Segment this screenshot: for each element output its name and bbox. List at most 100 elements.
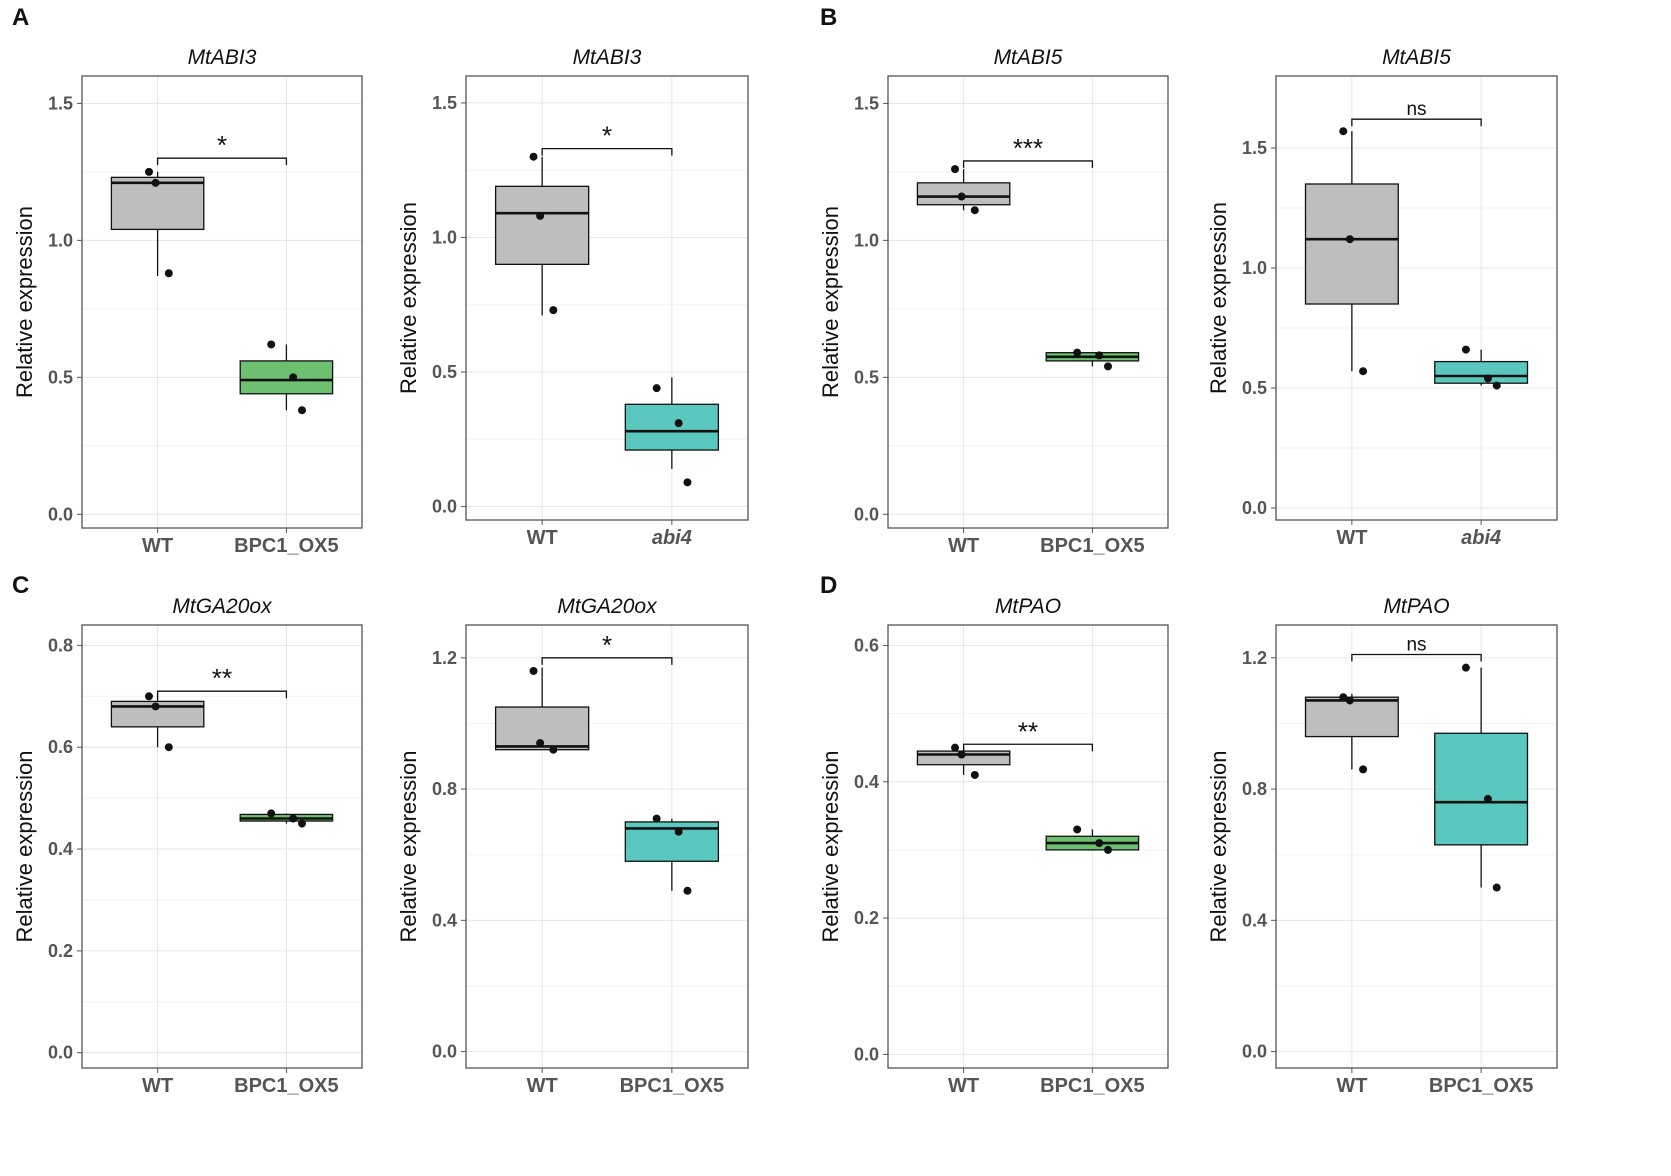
data-point [951,165,959,174]
y-tick-label: 1.5 [48,93,73,113]
significance-label: ** [1018,716,1038,746]
x-tick-label: BPC1_OX5 [234,535,339,557]
y-tick-label: 0.0 [432,497,457,517]
y-tick-label: 0.0 [854,504,879,524]
data-point [145,167,153,176]
y-axis-label: Relative expression [1206,751,1231,943]
x-tick-label: abi4 [1461,527,1501,549]
data-point [151,702,160,711]
chart-title: MtABI3 [573,46,642,69]
y-tick-label: 0.5 [432,362,457,382]
plot-frame [81,75,363,529]
data-point [951,743,959,752]
y-tick-label: 1.5 [432,93,457,113]
data-point [267,340,276,349]
x-tick-label: BPC1_OX5 [1429,1075,1534,1097]
y-axis-label: Relative expression [818,751,843,943]
chart-3: 0.0 0.5 1.0 1.5 MtABI5 Relative expression WT B… [818,46,1169,557]
y-tick-label: 1.5 [854,93,879,113]
data-point [267,809,276,818]
y-axis-label: Relative expression [12,206,37,398]
data-point [536,211,545,220]
data-point [683,478,692,487]
chart-title: MtABI3 [188,46,257,69]
chart-title: MtPAO [1383,595,1449,618]
plot-frame [465,624,749,1069]
significance-bracket [156,690,288,699]
x-tick-label: WT [142,535,173,557]
y-tick-label: 0.0 [1242,1042,1267,1062]
data-point [289,373,298,382]
panel-label-b: B [820,4,838,31]
significance-bracket [962,160,1094,168]
x-tick-label: BPC1_OX5 [1040,535,1145,557]
significance-label: * [602,121,612,151]
y-axis-label: Relative expression [1206,202,1231,394]
data-point [1461,663,1470,672]
x-tick-label: BPC1_OX5 [234,1075,339,1097]
significance-label: ** [212,663,232,693]
y-tick-label: 0.4 [48,839,73,859]
y-tick-label: 0.2 [48,941,73,961]
x-tick-label: WT [948,1075,979,1097]
data-point [1095,351,1104,360]
significance-bracket [541,657,673,665]
y-tick-label: 0.4 [1242,910,1267,930]
box [1304,183,1399,305]
x-tick-label: WT [948,535,979,557]
x-tick-label: WT [1336,527,1367,549]
y-tick-label: 1.5 [1242,138,1267,158]
y-tick-label: 0.2 [854,908,879,928]
data-point [1345,696,1354,705]
x-tick-label: WT [527,1075,558,1097]
plot-frame [887,75,1169,529]
y-tick-label: 0.0 [854,1044,879,1064]
box [1434,360,1529,384]
significance-label: ns [1406,635,1426,656]
y-tick-label: 1.0 [854,230,879,250]
panel-label-d: D [820,572,838,599]
data-point [970,206,979,215]
data-point [1339,127,1348,136]
data-point [298,819,306,828]
data-point [1345,235,1354,244]
y-tick-label: 0.0 [48,504,73,524]
box [239,360,334,395]
chart-title: MtGA20ox [557,595,658,618]
box [1434,732,1529,846]
significance-bracket [1351,653,1482,662]
data-point [1492,381,1501,390]
data-point [289,814,298,823]
data-point [1104,845,1112,854]
data-point [1483,794,1492,803]
chart-title: MtGA20ox [172,595,273,618]
plot-frame [887,624,1169,1069]
y-tick-label: 0.0 [1242,498,1267,518]
chart-4: 0.0 0.5 1.0 1.5 MtABI5 Relative expression WT a… [1206,46,1558,549]
data-point [1359,367,1368,376]
data-point [652,384,661,393]
data-point [1104,362,1112,371]
data-point [164,269,173,278]
panel-label-c: C [12,572,30,599]
y-tick-label: 1.0 [48,230,73,250]
chart-title: MtPAO [995,595,1061,618]
significance-bracket [962,743,1094,752]
y-tick-label: 0.5 [854,367,879,387]
significance-label: * [217,130,227,160]
significance-label: ns [1406,99,1426,120]
y-tick-label: 0.8 [48,635,73,655]
y-tick-label: 0.5 [1242,378,1267,398]
y-tick-label: 1.0 [1242,258,1267,278]
x-tick-label: BPC1_OX5 [620,1075,725,1097]
data-point [529,666,538,675]
chart-1: 0.0 0.5 1.0 1.5 MtABI3 Relative expression WT B… [12,46,363,557]
data-point [970,770,979,779]
data-point [957,192,966,201]
y-tick-label: 0.5 [48,367,73,387]
box [624,403,720,451]
y-tick-label: 1.2 [1242,648,1267,668]
significance-label: *** [1013,133,1043,163]
data-point [549,306,558,315]
data-point [683,886,692,895]
